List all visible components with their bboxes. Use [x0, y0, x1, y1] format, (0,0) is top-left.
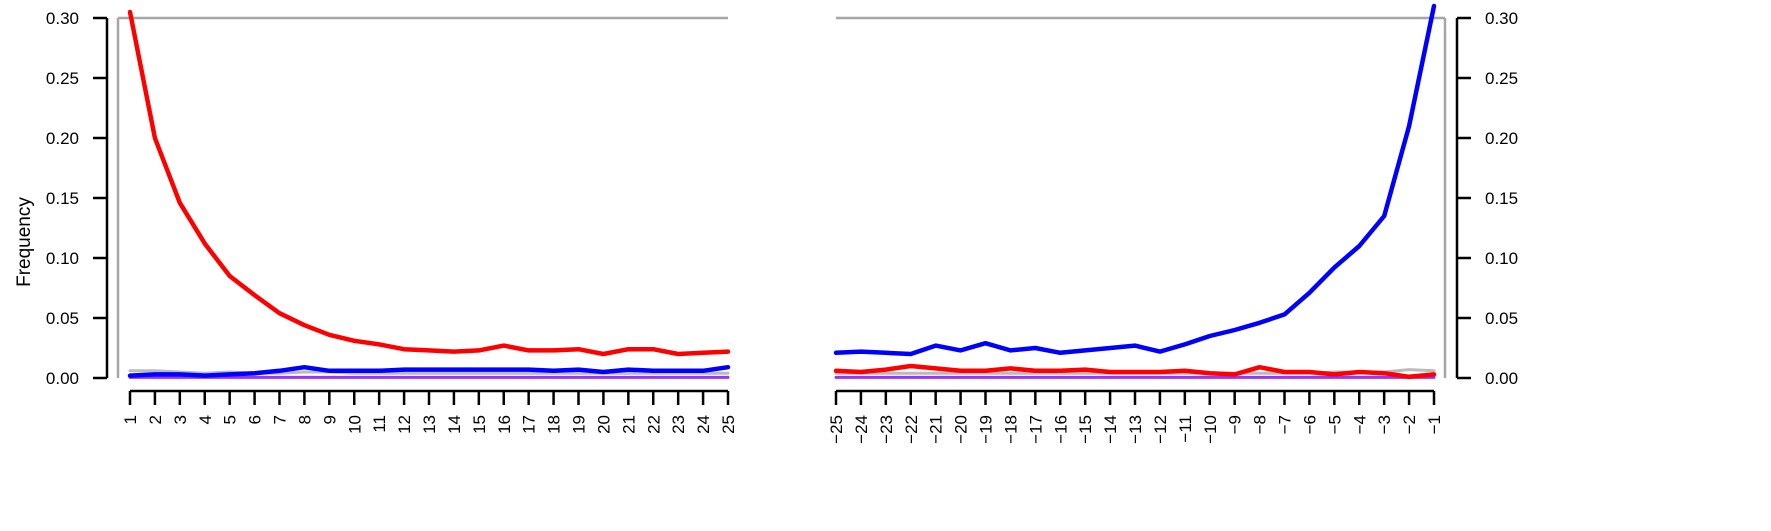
x-axis: −25 −24 −23 −22 −21 −20 −19 −18 −17 −16 −15 −14 −13−… — [827, 389, 1444, 444]
x-tick-label: 10 — [345, 415, 364, 434]
x-tick-label: 25 — [719, 415, 738, 434]
x-tick-label: 3 — [171, 415, 190, 424]
y-tick-label: 0.05 — [46, 309, 79, 328]
y-tick-label: 0.10 — [46, 249, 79, 268]
x-tick-label: 18 — [545, 415, 564, 434]
x-tick-label: −6 — [1300, 415, 1319, 434]
x-tick-label: 15 — [470, 415, 489, 434]
x-tick-label: −18 — [1001, 415, 1020, 444]
y-tick-label: 0.30 — [46, 9, 79, 28]
y-tick-label: 0.00 — [1485, 369, 1518, 388]
y-tick-label: 0.20 — [1485, 129, 1518, 148]
x-tick-label: 17 — [520, 415, 539, 434]
plot-frame — [836, 16, 1447, 378]
series-line — [128, 369, 730, 375]
x-tick-label: 24 — [694, 415, 713, 434]
y-tick-label: 0.25 — [1485, 69, 1518, 88]
right-panel: 0.00 0.05 0.10 0.15 0.20 0.25 0.30 −25 −24 −23 −22… — [827, 3, 1518, 444]
x-tick-label: −21 — [927, 415, 946, 444]
x-tick-label: −8 — [1251, 415, 1270, 434]
y-tick-label: 0.00 — [46, 369, 79, 388]
x-tick-label: 6 — [246, 415, 265, 424]
x-tick-label: 8 — [295, 415, 314, 424]
x-tick-label: −16 — [1051, 415, 1070, 444]
y-tick-label: 0.20 — [46, 129, 79, 148]
x-tick-label: −5 — [1325, 415, 1344, 434]
x-tick-label: 11 — [370, 415, 389, 433]
y-axis-label: Frequency — [14, 197, 35, 287]
x-tick-label: 13 — [420, 415, 439, 434]
x-tick-label: 22 — [644, 415, 663, 434]
x-tick-label: −14 — [1101, 415, 1120, 444]
y-tick-label: 0.15 — [1485, 189, 1518, 208]
series-group — [833, 3, 1437, 380]
x-tick-label: −11 — [1176, 415, 1195, 443]
x-tick-label: −15 — [1076, 415, 1095, 444]
x-tick-label: 12 — [395, 415, 414, 434]
x-tick-label: −23 — [877, 415, 896, 444]
x-tick-label: −13 — [1126, 415, 1145, 444]
x-tick-label: −10 — [1201, 415, 1220, 444]
series-line — [833, 363, 1437, 380]
y-tick-label: 0.05 — [1485, 309, 1518, 328]
x-tick-label: −19 — [977, 415, 996, 444]
x-tick-label: −24 — [852, 415, 871, 444]
x-tick-label: 19 — [570, 415, 589, 434]
y-tick-label: 0.30 — [1485, 9, 1518, 28]
x-tick-label: −1 — [1425, 415, 1444, 434]
plot-frame — [116, 16, 728, 378]
x-tick-label: 4 — [196, 415, 215, 424]
x-tick-label: 21 — [619, 415, 638, 434]
x-tick-label: 9 — [320, 415, 339, 424]
series-group — [127, 9, 731, 379]
x-tick-label: 5 — [221, 415, 240, 424]
x-tick-label: 2 — [146, 415, 165, 424]
series-line — [127, 364, 731, 378]
x-tick-label: −7 — [1276, 415, 1295, 434]
left-panel: 0.000.050.100.150.200.250.301 2 3 4 5 6 7 8 9 10 1… — [46, 9, 738, 434]
x-tick-label: −25 — [827, 415, 846, 444]
y-tick-label: 0.25 — [46, 69, 79, 88]
x-tick-label: 16 — [495, 415, 514, 434]
x-tick-label: −3 — [1375, 415, 1394, 434]
x-tick-label: 20 — [594, 415, 613, 434]
x-tick-label: −12 — [1151, 415, 1170, 444]
x-tick-label: 1 — [121, 415, 140, 424]
x-tick-label: −4 — [1350, 415, 1369, 434]
x-tick-label: −20 — [952, 415, 971, 444]
x-tick-label: −22 — [902, 415, 921, 444]
x-tick-label: 7 — [271, 415, 290, 424]
x-tick-label: 14 — [445, 415, 464, 434]
series-line — [127, 9, 731, 357]
x-tick-label: −2 — [1400, 415, 1419, 434]
x-tick-label: −9 — [1226, 415, 1245, 434]
y-tick-label: 0.15 — [46, 189, 79, 208]
y-axis: 0.00 0.05 0.10 0.15 0.20 0.25 0.30 — [1455, 9, 1518, 388]
x-axis: 1 2 3 4 5 6 7 8 9 10 11 12 13 14 15 16 17 18 19 20 21 22 23 24 2… — [121, 389, 738, 434]
series-line — [833, 3, 1437, 357]
x-tick-label: 23 — [669, 415, 688, 434]
y-axis: 0.00 0.05 0.10 0.15 0.20 0.25 0.30 — [46, 9, 109, 388]
x-tick-label: −17 — [1026, 415, 1045, 444]
y-tick-label: 0.10 — [1485, 249, 1518, 268]
